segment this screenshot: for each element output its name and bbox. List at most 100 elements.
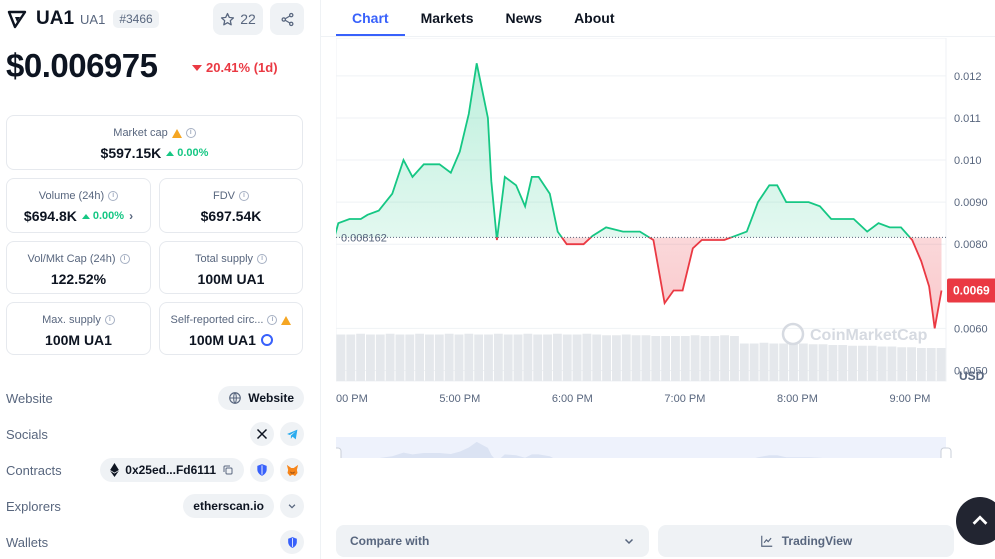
volume-bar bbox=[680, 336, 690, 381]
share-button[interactable] bbox=[270, 3, 304, 35]
info-icon[interactable]: i bbox=[104, 315, 115, 325]
volume-bar bbox=[700, 336, 710, 381]
tradingview-label: TradingView bbox=[781, 534, 853, 548]
total-supply-label: Total supply bbox=[194, 253, 254, 265]
volume-bar bbox=[493, 333, 503, 381]
fdv-label: FDV bbox=[213, 190, 235, 202]
price-chart[interactable]: 0.008162 0.0050 0.0060 0.0080 0.0090 0.010 0.0… bbox=[336, 38, 995, 458]
navigator-handle-right[interactable] bbox=[940, 447, 952, 458]
info-icon[interactable]: i bbox=[257, 254, 268, 264]
volume-bar bbox=[710, 336, 720, 381]
shield-button[interactable] bbox=[250, 458, 274, 482]
watchlist-button[interactable]: 22 bbox=[213, 3, 263, 35]
volume-bar bbox=[385, 333, 395, 381]
tab-about[interactable]: About bbox=[574, 10, 615, 26]
contracts-label: Contracts bbox=[6, 462, 62, 478]
etherscan-button[interactable]: etherscan.io bbox=[183, 494, 274, 518]
warning-icon[interactable] bbox=[171, 128, 182, 138]
info-icon[interactable]: i bbox=[119, 254, 130, 264]
tab-chart[interactable]: Chart bbox=[336, 0, 405, 36]
volume-bar bbox=[661, 336, 671, 381]
volume-bar bbox=[523, 333, 533, 381]
info-icon[interactable]: i bbox=[267, 315, 278, 325]
wallet-button[interactable] bbox=[280, 530, 304, 554]
coin-symbol: UA1 bbox=[80, 11, 106, 27]
market-cap-value: $597.15K bbox=[100, 145, 162, 161]
contract-address-pill[interactable]: 0x25ed...Fd6111 bbox=[100, 458, 244, 482]
volume-bar bbox=[789, 343, 798, 381]
volume-bar bbox=[818, 344, 828, 381]
market-cap-change: 0.00% bbox=[166, 147, 208, 159]
volume-bar bbox=[867, 345, 877, 381]
x-tick-label: 6:00 PM bbox=[552, 393, 593, 405]
rank-badge: #3466 bbox=[113, 10, 159, 28]
info-icon[interactable]: i bbox=[108, 191, 119, 201]
volume-bar bbox=[838, 345, 848, 381]
volume-bar bbox=[415, 333, 425, 381]
volume-bar bbox=[405, 334, 415, 381]
volume-bar bbox=[887, 346, 897, 381]
volume-bar bbox=[877, 346, 887, 381]
coin-overview-panel: UA1 UA1 #3466 22 $0.006975 20.41% (1d) M… bbox=[0, 0, 312, 559]
chevron-down-icon bbox=[624, 538, 634, 545]
wallet-shield-icon bbox=[287, 536, 297, 548]
total-supply-card: Total supply i 100M UA1 bbox=[159, 241, 303, 294]
volume-bar bbox=[631, 335, 641, 381]
info-icon[interactable]: i bbox=[239, 191, 249, 201]
etherscan-label: etherscan.io bbox=[193, 499, 264, 513]
tab-news[interactable]: News bbox=[505, 10, 543, 26]
volume-bar bbox=[474, 334, 484, 381]
star-icon bbox=[221, 12, 235, 25]
x-twitter-button[interactable] bbox=[250, 422, 274, 446]
caret-up-icon bbox=[166, 150, 175, 156]
volume-card[interactable]: Volume (24h) i $694.8K 0.00% › bbox=[6, 178, 151, 233]
volume-bar bbox=[907, 347, 916, 381]
chevron-down-icon bbox=[288, 504, 296, 509]
metamask-button[interactable] bbox=[280, 458, 304, 482]
plot-frame bbox=[336, 38, 947, 382]
volume-bar bbox=[425, 334, 434, 381]
watermark-label: CoinMarketCap bbox=[810, 327, 928, 344]
contracts-row: Contracts 0x25ed...Fd6111 bbox=[6, 457, 304, 483]
tab-markets[interactable]: Markets bbox=[420, 10, 474, 26]
max-supply-value: 100M UA1 bbox=[45, 332, 112, 348]
reference-price-label: 0.008162 bbox=[341, 232, 387, 244]
volume-value: $694.8K bbox=[23, 208, 77, 224]
price-line-up bbox=[336, 63, 912, 238]
volume-bar bbox=[621, 334, 631, 381]
volume-bar bbox=[651, 336, 661, 381]
info-icon[interactable]: i bbox=[185, 128, 196, 138]
y-tick-label: 0.010 bbox=[954, 155, 982, 167]
explorers-dropdown-button[interactable] bbox=[280, 494, 304, 518]
website-button-label: Website bbox=[248, 391, 294, 405]
volume-bar bbox=[769, 343, 779, 381]
website-button[interactable]: Website bbox=[218, 386, 304, 410]
warning-icon[interactable] bbox=[281, 315, 292, 325]
volume-label: Volume (24h) bbox=[38, 190, 105, 202]
compare-with-dropdown[interactable]: Compare with bbox=[336, 525, 649, 557]
volume-bar bbox=[798, 343, 808, 381]
total-supply-value: 100M UA1 bbox=[197, 271, 265, 287]
tabs-underline bbox=[321, 36, 995, 37]
y-tick-label: 0.0080 bbox=[954, 239, 988, 251]
x-tick-label: 4:00 PM bbox=[336, 393, 368, 405]
telegram-button[interactable] bbox=[280, 422, 304, 446]
scroll-to-top-button[interactable] bbox=[956, 497, 995, 545]
navigator-handle-left[interactable] bbox=[336, 447, 342, 458]
volume-bar bbox=[828, 345, 838, 381]
volume-bar bbox=[464, 333, 474, 381]
volume-bar bbox=[759, 342, 769, 381]
volume-bar bbox=[690, 335, 700, 381]
market-cap-change-value: 0.00% bbox=[177, 147, 209, 159]
y-tick-label: 0.0060 bbox=[954, 323, 988, 335]
price-chart-svg[interactable]: 0.008162 0.0050 0.0060 0.0080 0.0090 0.010 0.0… bbox=[336, 38, 995, 458]
tradingview-button[interactable]: TradingView bbox=[658, 525, 954, 557]
self-reported-value: 100M UA1 bbox=[189, 332, 256, 348]
volume-bar bbox=[611, 335, 621, 381]
copy-icon[interactable] bbox=[222, 464, 234, 476]
coin-logo-icon bbox=[7, 10, 27, 29]
current-price-badge bbox=[947, 278, 995, 303]
y-tick-label: 0.012 bbox=[954, 71, 982, 83]
currency-label: USD bbox=[959, 369, 985, 383]
verified-ring-icon[interactable] bbox=[260, 334, 273, 346]
